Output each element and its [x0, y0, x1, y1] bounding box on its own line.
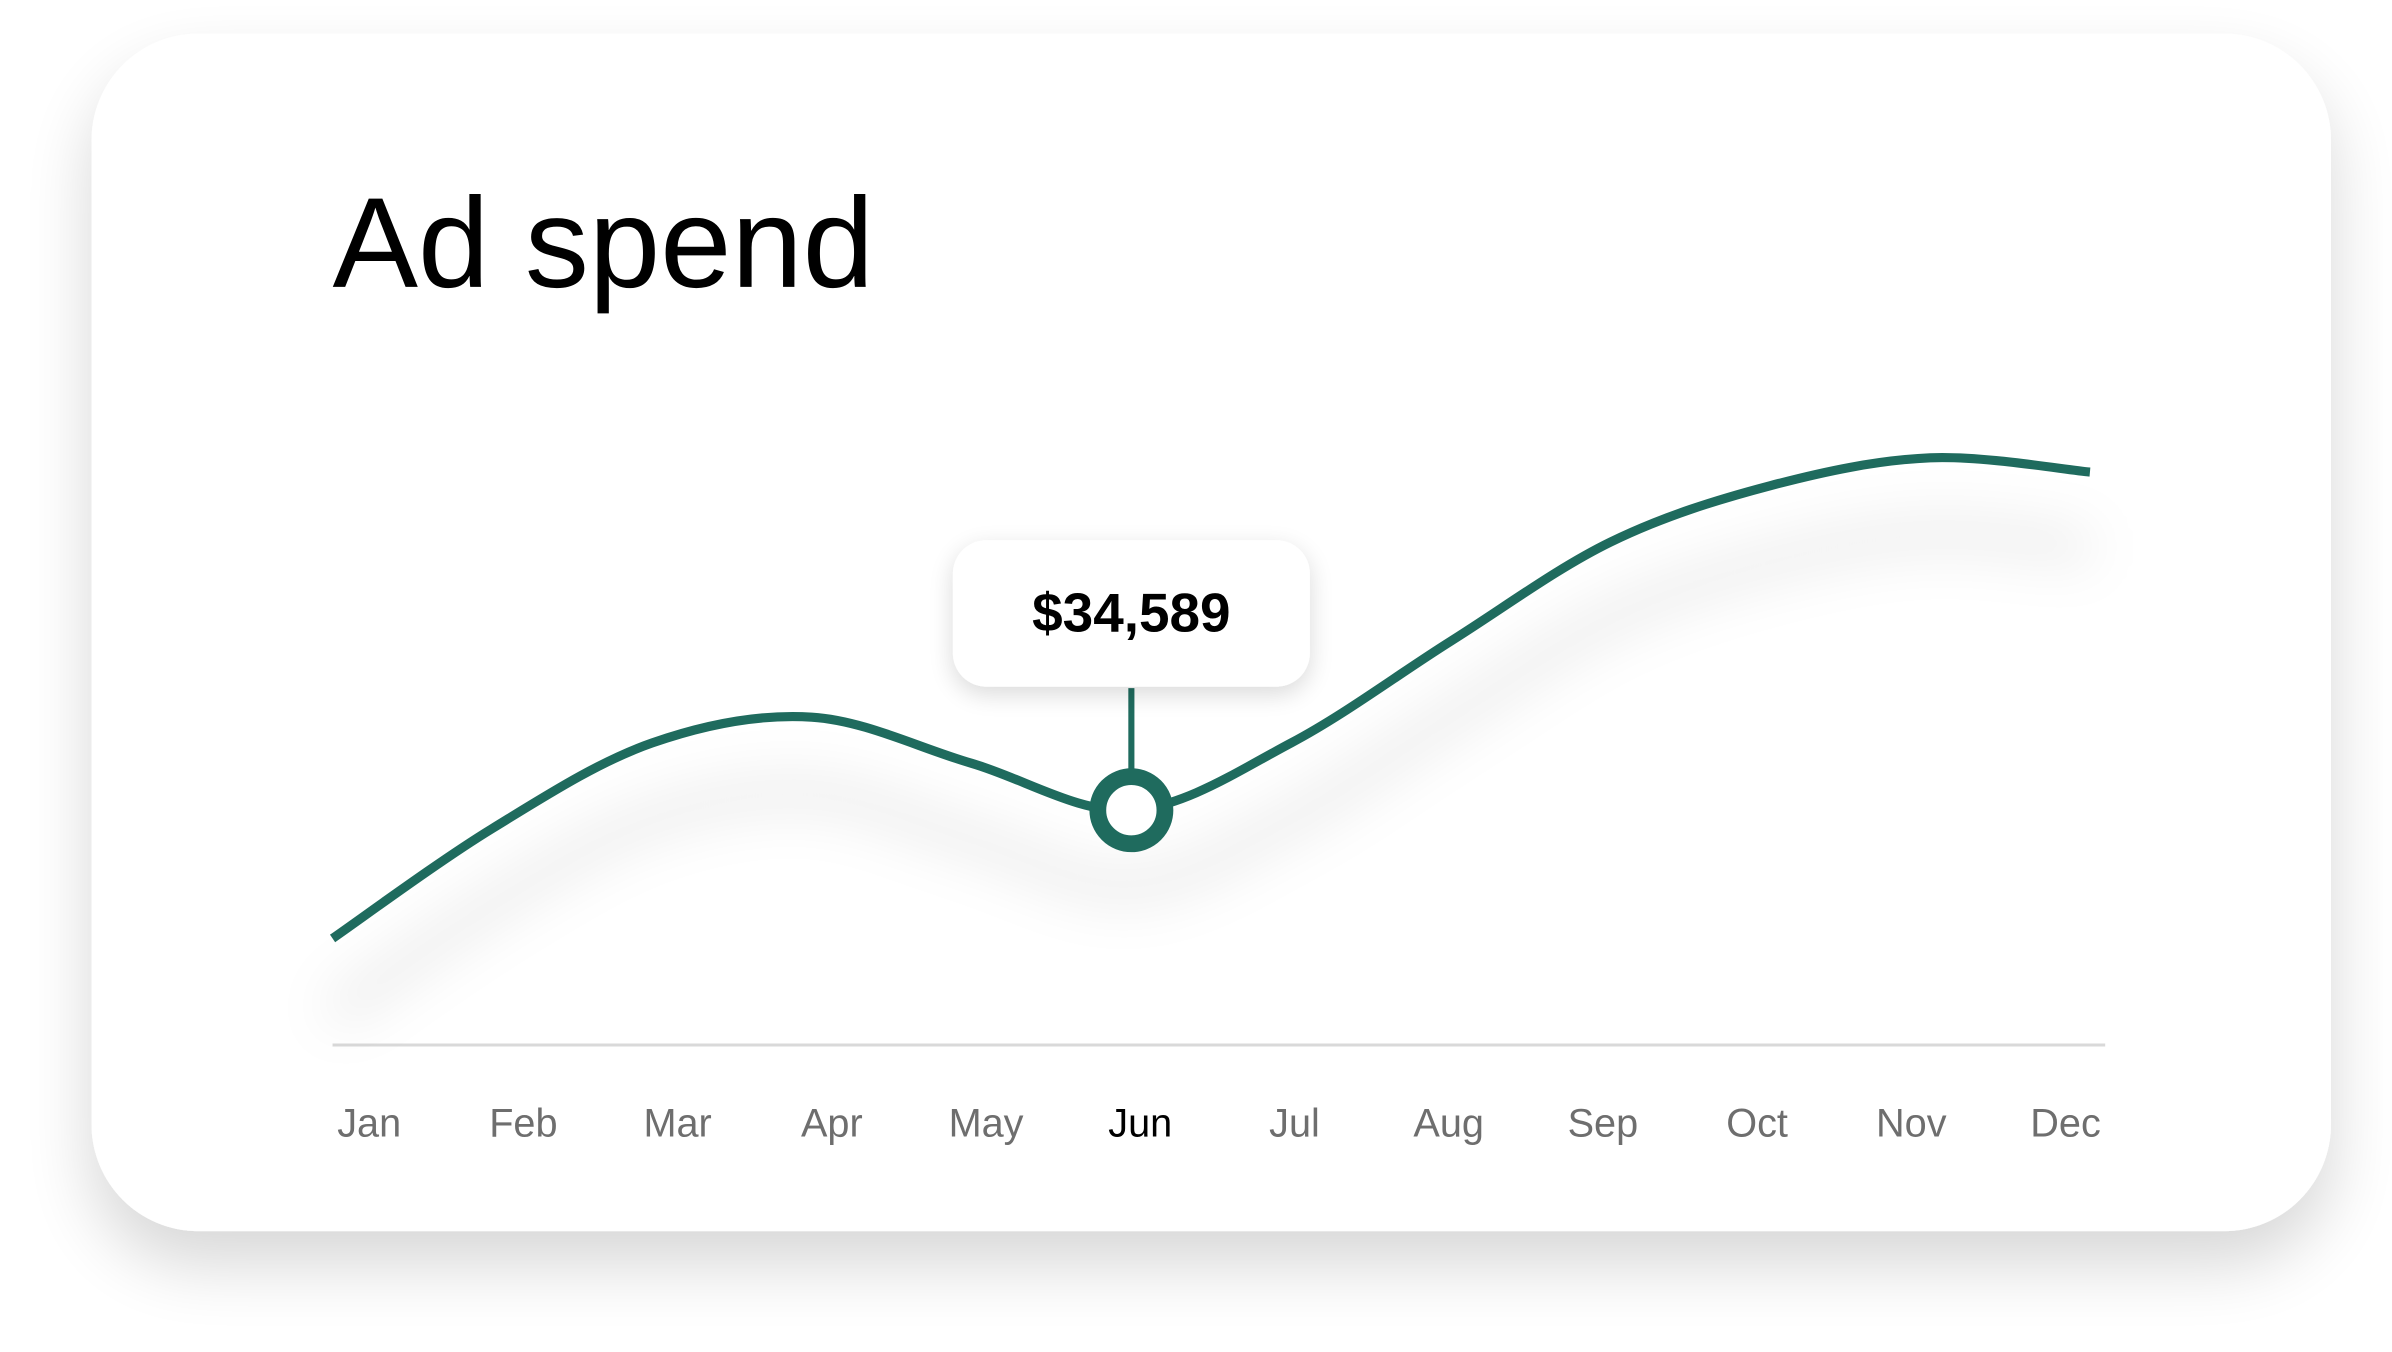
- plot: Jan Feb Mar Apr May Jun Jul Aug Sep Oct Nov Dec $34,…: [326, 452, 2101, 1146]
- line: [329, 452, 2091, 943]
- point: [1089, 768, 1174, 853]
- x-tick-label: Feb: [489, 1102, 557, 1146]
- x-tick-label: Jun: [1108, 1102, 1172, 1146]
- x-tick-label: Jan: [337, 1102, 401, 1146]
- x-tick-label: Mar: [643, 1102, 711, 1146]
- x-tick-label: Dec: [2030, 1102, 2101, 1146]
- x-tick-label: Oct: [1726, 1102, 1788, 1146]
- tooltip-label: $34,589: [1032, 582, 1230, 644]
- tooltip: [952, 540, 1310, 687]
- line-shadow: [326, 523, 2091, 1024]
- x-tick-label: Sep: [1568, 1102, 1639, 1146]
- x-tick-label: Nov: [1876, 1102, 1947, 1146]
- x-tick-label: Aug: [1413, 1102, 1484, 1146]
- x-tick-label: Jul: [1269, 1102, 1320, 1146]
- x-tick-label: May: [949, 1102, 1024, 1146]
- chart-title: Ad spend: [333, 172, 874, 315]
- x-tick-label: Apr: [801, 1102, 863, 1146]
